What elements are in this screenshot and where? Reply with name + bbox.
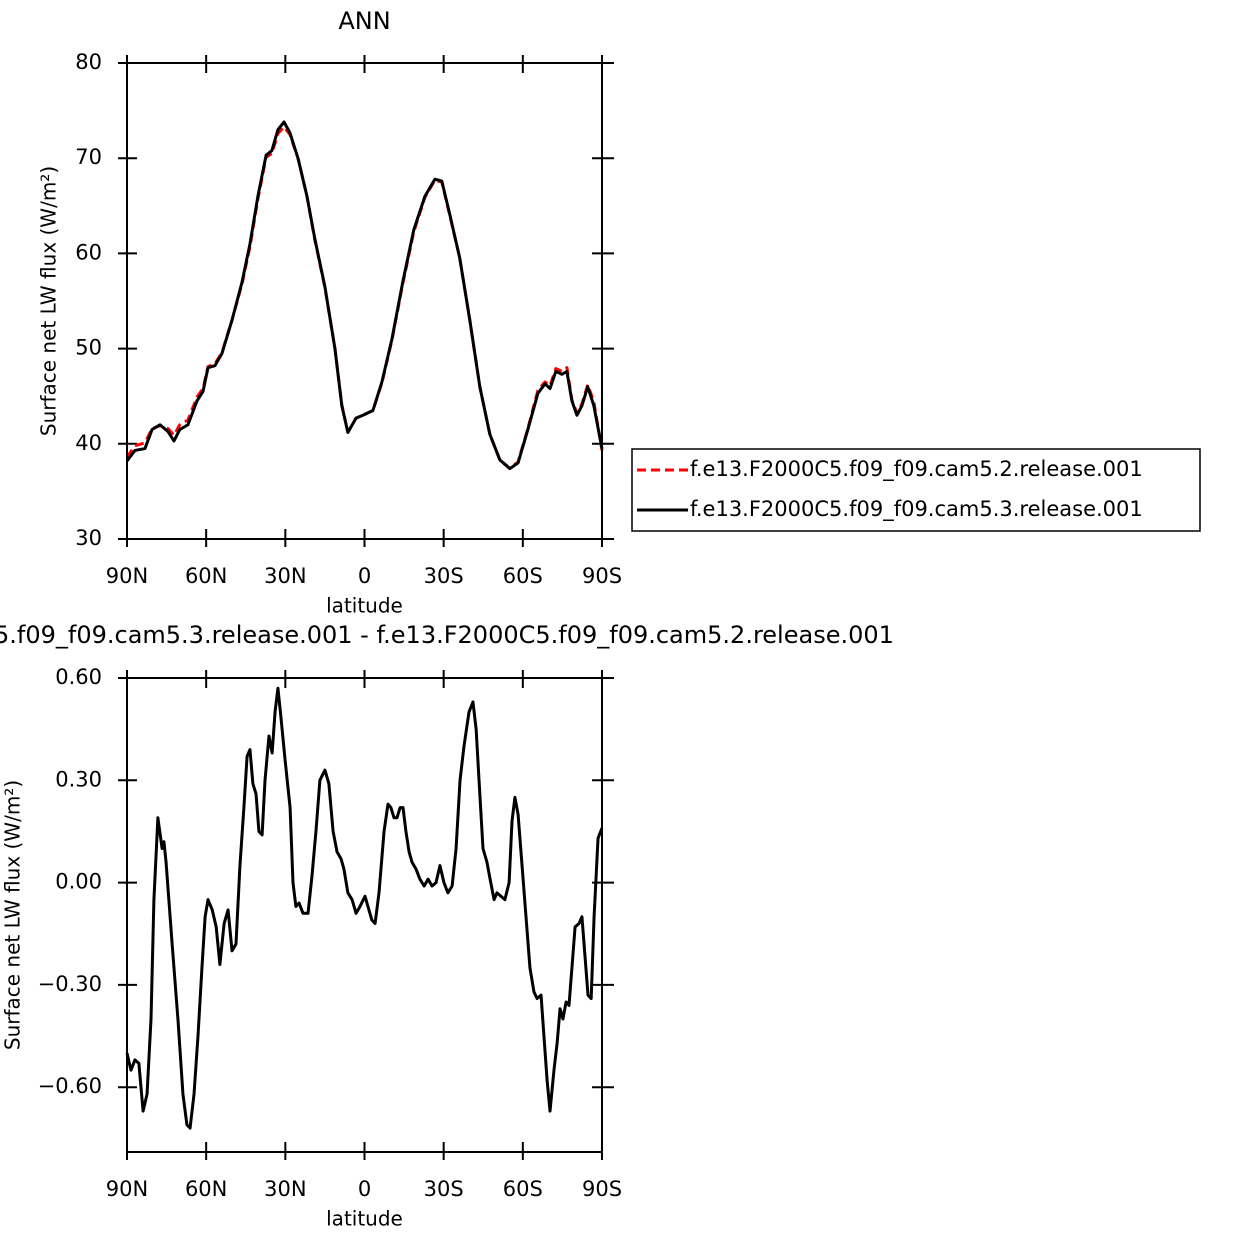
y-tick-label: 70 <box>75 145 102 169</box>
x-tick-label: 60N <box>185 1177 227 1201</box>
plot-frame <box>126 62 603 540</box>
x-tick-label: 60S <box>503 564 543 588</box>
x-tick-label: 30N <box>264 1177 306 1201</box>
legend-label: f.e13.F2000C5.f09_f09.cam5.2.release.001 <box>690 457 1143 482</box>
x-tick-label: 90N <box>106 1177 148 1201</box>
x-tick-label: 60S <box>503 1177 543 1201</box>
chart-title: ANN <box>338 7 390 35</box>
plot-frame <box>126 677 603 1153</box>
chart-title: f.e13.F2000C5.f09_f09.cam5.3.release.001… <box>0 621 894 649</box>
x-axis-label: latitude <box>326 1207 403 1231</box>
y-tick-label: 0.30 <box>55 767 102 791</box>
x-axis-label: latitude <box>326 594 403 618</box>
x-tick-label: 90N <box>106 564 148 588</box>
x-tick-label: 0 <box>358 564 371 588</box>
x-tick-label: 30S <box>424 564 464 588</box>
legend-box <box>631 448 1201 532</box>
data-line <box>125 120 604 471</box>
data-line <box>125 686 604 1130</box>
x-tick-label: 30S <box>424 1177 464 1201</box>
x-tick-label: 30N <box>264 564 306 588</box>
y-tick-label: −0.30 <box>38 972 102 996</box>
y-tick-label: 80 <box>75 50 102 74</box>
y-tick-label: 40 <box>75 431 102 455</box>
y-axis-label: Surface net LW flux (W/m²) <box>37 166 61 436</box>
x-tick-label: 90S <box>582 1177 622 1201</box>
x-tick-label: 90S <box>582 564 622 588</box>
x-tick-label: 0 <box>358 1177 371 1201</box>
y-tick-label: −0.60 <box>38 1074 102 1098</box>
y-tick-label: 0.60 <box>55 665 102 689</box>
y-axis-label: Surface net LW flux (W/m²) <box>1 780 25 1050</box>
y-tick-label: 30 <box>75 526 102 550</box>
y-tick-label: 0.00 <box>55 870 102 894</box>
legend-label: f.e13.F2000C5.f09_f09.cam5.3.release.001 <box>690 497 1143 522</box>
x-tick-label: 60N <box>185 564 227 588</box>
y-tick-label: 60 <box>75 240 102 264</box>
y-tick-label: 50 <box>75 336 102 360</box>
